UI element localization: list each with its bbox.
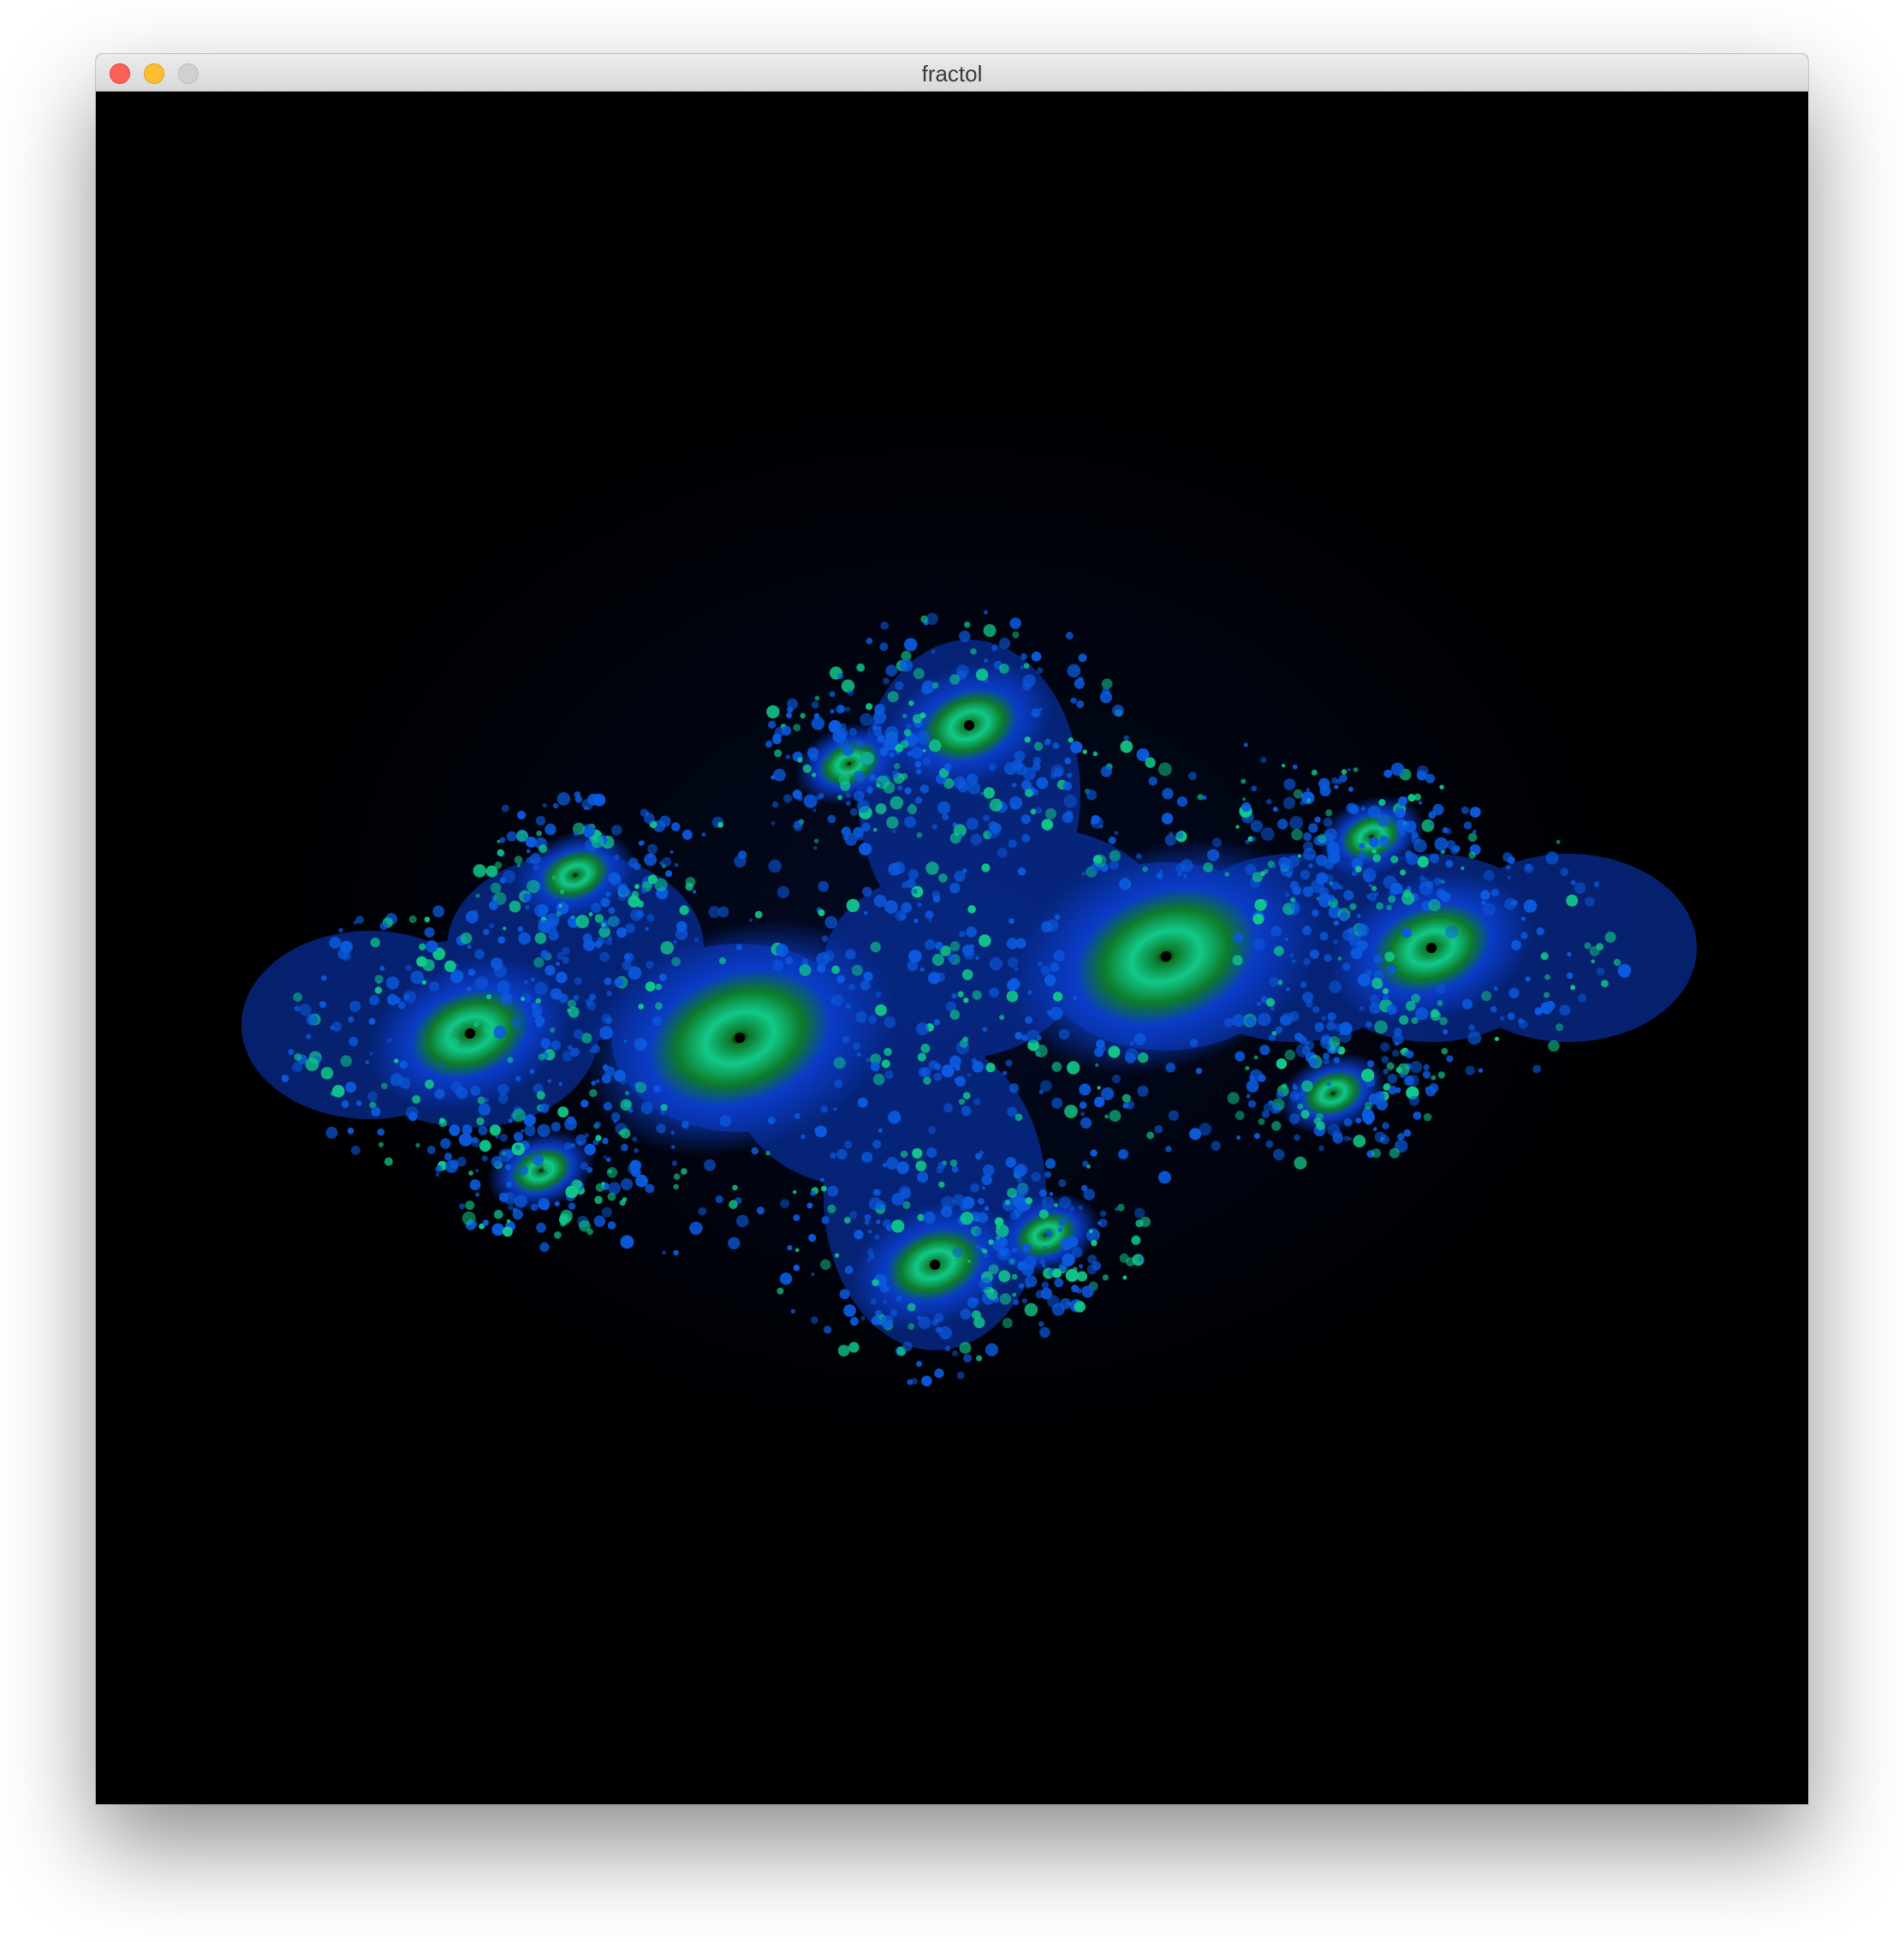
- close-button[interactable]: [110, 63, 130, 84]
- julia-set-render: [241, 434, 1697, 1496]
- title-bar[interactable]: fractol: [96, 54, 1808, 92]
- window-title: fractol: [921, 61, 983, 86]
- minimize-button[interactable]: [144, 63, 164, 84]
- app-window: fractol: [96, 54, 1808, 1804]
- fractal-canvas[interactable]: [96, 92, 1808, 1804]
- zoom-button[interactable]: [178, 63, 199, 84]
